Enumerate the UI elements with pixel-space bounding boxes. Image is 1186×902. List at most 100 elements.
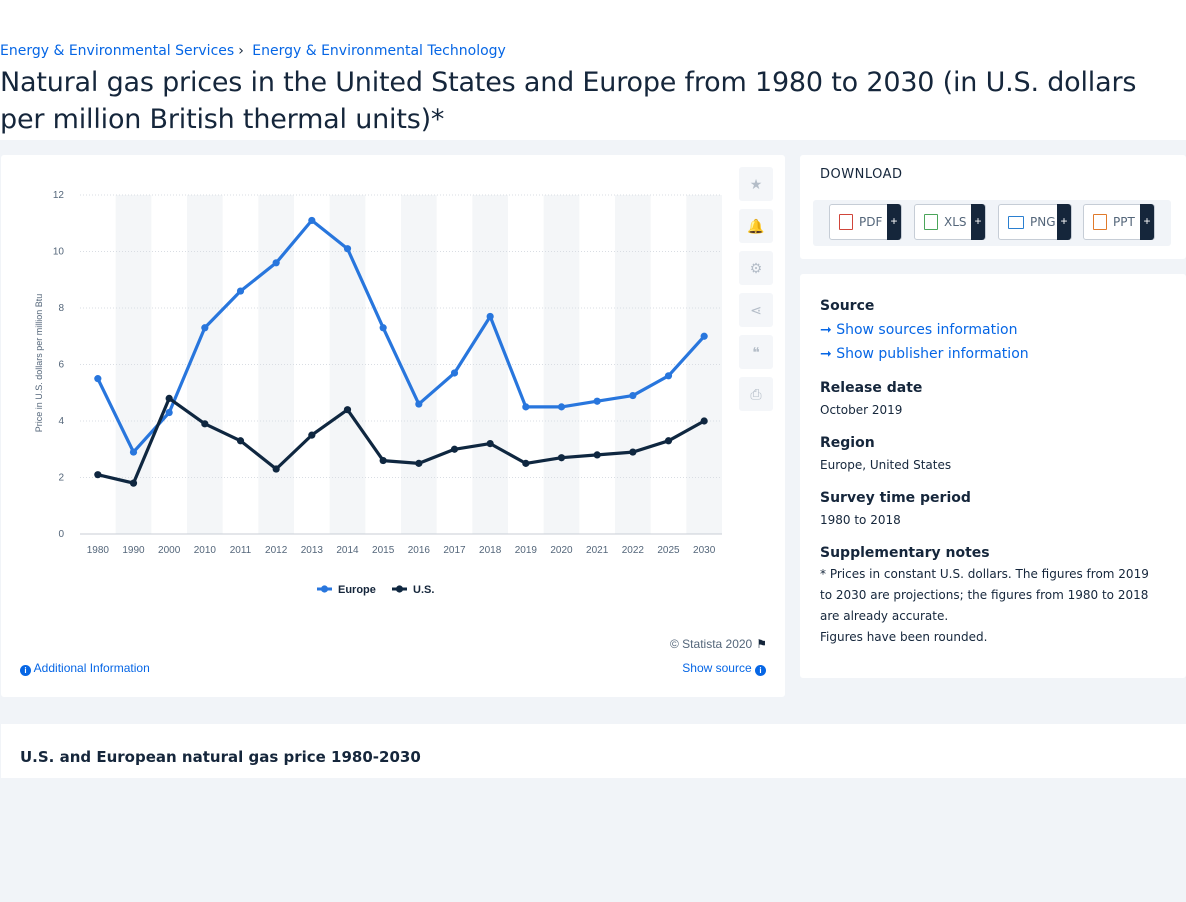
download-png-button[interactable]: PNG +: [998, 204, 1072, 240]
data-point: [94, 471, 102, 479]
data-point: [165, 394, 173, 402]
data-point: [522, 459, 530, 467]
x-tick-label: 2018: [479, 545, 502, 556]
breadcrumb-item-energy-services[interactable]: Energy & Environmental Services: [0, 43, 235, 59]
data-point: [664, 372, 673, 380]
data-point: [700, 332, 708, 340]
data-point: [343, 406, 352, 414]
data-point: [557, 403, 566, 411]
legend-label-us: U.S.: [413, 584, 434, 596]
additional-information-label: Additional Information: [33, 661, 150, 675]
show-source-label: Show source: [682, 661, 752, 675]
column-band: [115, 195, 152, 534]
download-png-label: PNG: [1030, 215, 1056, 229]
bell-icon[interactable]: 🔔: [739, 209, 773, 243]
x-tick-label: 2013: [301, 545, 324, 556]
x-tick-label: 2010: [194, 545, 217, 556]
y-tick-label: 4: [58, 416, 64, 427]
gear-icon[interactable]: ⚙: [739, 251, 773, 285]
source-heading: Source: [820, 298, 875, 314]
data-point: [700, 417, 708, 425]
x-tick-label: 2022: [622, 545, 645, 556]
data-point: [94, 375, 102, 383]
show-source-link[interactable]: Show source i: [682, 661, 766, 676]
x-tick-label: 2019: [515, 545, 538, 556]
data-point: [308, 216, 316, 225]
data-point: [165, 408, 173, 417]
data-point: [522, 403, 530, 411]
flag-icon[interactable]: ⚑: [756, 637, 767, 651]
additional-information-link[interactable]: i Additional Information: [20, 661, 150, 676]
data-point: [629, 391, 637, 400]
data-point: [129, 479, 138, 487]
ppt-file-icon: [1093, 214, 1107, 230]
x-tick-label: 2000: [158, 545, 181, 556]
legend-marker: [320, 585, 329, 593]
header-band: [0, 0, 1186, 140]
credit-text: © Statista 2020: [670, 637, 753, 651]
pdf-file-icon: [839, 214, 853, 230]
x-tick-label: 2017: [443, 545, 466, 556]
download-xls-button[interactable]: XLS +: [914, 204, 986, 240]
quote-icon[interactable]: ❝: [739, 335, 773, 369]
statista-credit: © Statista 2020 ⚑: [670, 637, 767, 651]
line-chart: 0 2 4 6 8 10 12 1980 1990 2000 2010 2011 2012 2013 20…: [34, 190, 722, 596]
star-icon[interactable]: ★: [739, 167, 773, 201]
column-band: [401, 195, 437, 534]
plus-icon: +: [1140, 204, 1154, 240]
print-icon[interactable]: ⎙: [739, 377, 773, 411]
data-point: [450, 369, 459, 377]
survey-period-value: 1980 to 2018: [820, 513, 901, 527]
data-point: [379, 456, 387, 465]
x-tick-label: 2030: [693, 545, 716, 556]
data-point: [201, 420, 209, 428]
page-title: Natural gas prices in the United States …: [0, 67, 1137, 135]
data-point: [129, 448, 138, 456]
data-point: [557, 454, 566, 462]
x-tick-label: 1980: [87, 545, 110, 556]
chart-card: 0 2 4 6 8 10 12 1980 1990 2000 2010 2011 2012 2013 20…: [1, 155, 785, 697]
show-publisher-link[interactable]: ➞ Show publisher information: [820, 346, 1029, 362]
x-tick-label: 1990: [122, 545, 145, 556]
download-ppt-button[interactable]: PPT +: [1083, 204, 1155, 240]
x-tick-label: 2016: [408, 545, 431, 556]
info-icon: i: [755, 665, 766, 676]
related-section: U.S. and European natural gas price 1980…: [1, 724, 1186, 778]
data-point: [272, 259, 280, 267]
series-line-us: [97, 396, 705, 485]
y-tick-label: 10: [53, 247, 65, 258]
x-tick-label: 2020: [550, 545, 573, 556]
notes-heading: Supplementary notes: [820, 545, 990, 561]
data-point: [201, 324, 209, 332]
column-band: [258, 195, 294, 534]
x-tick-label: 2021: [586, 545, 609, 556]
data-point: [664, 437, 673, 445]
data-point: [236, 287, 245, 295]
x-tick-label: 2014: [336, 545, 359, 556]
region-value: Europe, United States: [820, 458, 952, 472]
data-point: [415, 400, 423, 408]
show-publisher-label: Show publisher information: [836, 346, 1029, 362]
x-tick-label: 2025: [657, 545, 680, 556]
show-sources-label: Show sources information: [836, 322, 1018, 338]
plus-icon: +: [887, 204, 901, 240]
x-tick-label: 2012: [265, 545, 288, 556]
notes-text: * Prices in constant U.S. dollars. The f…: [820, 567, 1149, 623]
data-point: [486, 312, 494, 321]
download-card: DOWNLOAD PDF + XLS + PNG + PPT +: [800, 155, 1186, 259]
data-point: [308, 431, 316, 439]
x-tick-label: 2011: [230, 545, 252, 556]
show-sources-link[interactable]: ➞ Show sources information: [820, 322, 1017, 338]
download-xls-label: XLS: [944, 215, 967, 229]
data-point: [486, 440, 494, 448]
y-tick-label: 12: [53, 190, 65, 201]
breadcrumb-item-energy-technology[interactable]: Energy & Environmental Technology: [252, 43, 506, 59]
y-axis-label: Price in U.S. dollars per million Btu: [34, 294, 44, 433]
arrow-right-icon: ➞: [820, 322, 832, 338]
data-point: [272, 465, 280, 473]
download-pdf-button[interactable]: PDF +: [829, 204, 902, 240]
release-date-heading: Release date: [820, 380, 923, 396]
plus-icon: +: [1057, 204, 1071, 240]
share-icon[interactable]: ⋖: [739, 293, 773, 327]
region-heading: Region: [820, 435, 875, 451]
